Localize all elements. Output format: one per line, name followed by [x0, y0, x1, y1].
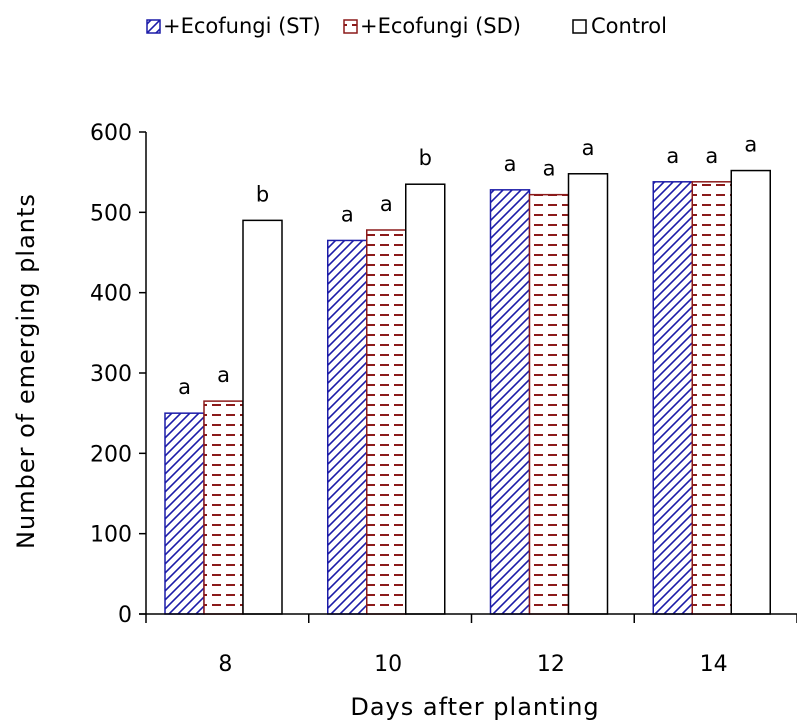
legend-swatch-st	[146, 19, 161, 34]
significance-label-st: a	[178, 375, 191, 399]
legend-swatch-sd	[343, 19, 358, 34]
legend-label-sd: +Ecofungi (SD)	[360, 14, 521, 38]
y-tick-label: 600	[90, 121, 132, 146]
y-tick-label: 400	[90, 282, 132, 307]
x-tick-label: 14	[700, 652, 728, 677]
bar-sd	[366, 229, 407, 615]
bar-st	[489, 189, 531, 615]
bar-st	[164, 412, 205, 615]
bar-control	[730, 169, 771, 615]
legend-swatch-control	[572, 19, 587, 34]
bar-control	[242, 219, 283, 615]
bar-sd	[203, 400, 244, 615]
significance-label-st: a	[666, 144, 679, 168]
legend-item-sd: +Ecofungi (SD)	[343, 14, 521, 38]
bar-st	[652, 181, 693, 615]
legend-label-st: +Ecofungi (ST)	[163, 14, 321, 38]
bar-sd	[528, 193, 570, 615]
significance-label-control: b	[419, 146, 432, 170]
bars	[164, 169, 771, 615]
y-tick-label: 300	[90, 362, 132, 387]
significance-label-control: a	[582, 136, 595, 160]
y-tick-label: 100	[90, 523, 132, 548]
y-tick-label: 200	[90, 442, 132, 467]
legend-item-control: Control	[572, 14, 667, 38]
significance-label-sd: a	[543, 157, 556, 181]
significance-label-control: b	[256, 182, 269, 206]
bar-st	[327, 239, 368, 615]
bar-sd	[691, 181, 732, 615]
y-axis-ticks: 0 100 200 300 400 500 600	[90, 121, 146, 628]
x-tick-label: 10	[374, 652, 402, 677]
y-tick-label: 0	[118, 603, 132, 628]
significance-label-sd: a	[380, 192, 393, 216]
x-axis-title: Days after planting	[350, 693, 599, 721]
significance-label-st: a	[341, 202, 354, 226]
axes	[139, 132, 797, 615]
y-tick-label: 500	[90, 201, 132, 226]
y-axis-title: Number of emerging plants	[12, 193, 40, 549]
significance-label-sd: a	[705, 144, 718, 168]
legend: +Ecofungi (ST) +Ecofungi (SD) Control	[146, 14, 667, 38]
legend-item-st: +Ecofungi (ST)	[146, 14, 321, 38]
significance-labels: a a a a a a a a b b a a	[178, 133, 757, 400]
significance-label-sd: a	[217, 363, 230, 387]
x-tick-label: 8	[218, 652, 232, 677]
significance-label-st: a	[504, 152, 517, 176]
bar-control	[405, 183, 446, 615]
x-axis-ticks: 8 10 12 14	[145, 614, 797, 677]
significance-label-control: a	[744, 133, 757, 157]
bar-control	[567, 173, 609, 615]
x-tick-label: 12	[537, 652, 565, 677]
legend-label-control: Control	[591, 14, 667, 38]
